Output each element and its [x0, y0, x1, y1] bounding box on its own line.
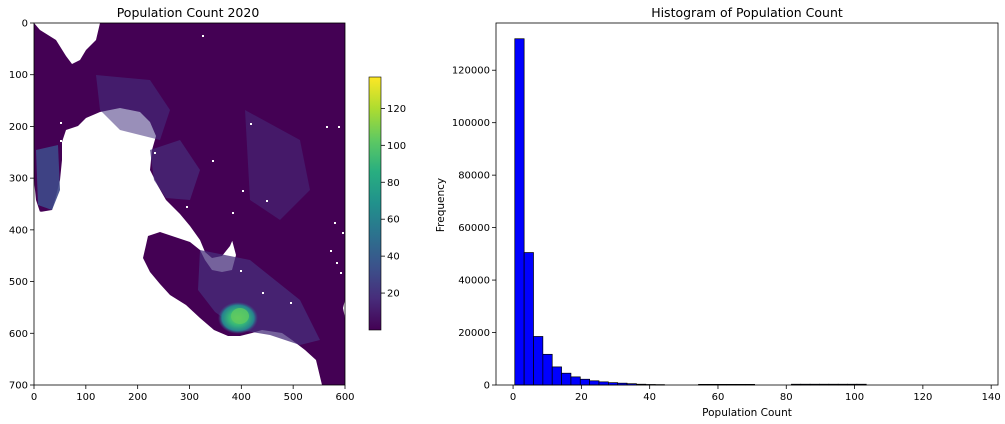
map-y-tick-label: 300 [9, 174, 28, 185]
histogram-y-tick-label: 20000 [458, 328, 490, 339]
region-tint [150, 140, 200, 200]
histogram-bar [561, 372, 572, 386]
map-x-tick-label: 500 [284, 392, 303, 403]
map-y-tick-label: 600 [9, 329, 28, 340]
population-hotspot-core [231, 308, 249, 324]
histogram-y-tick-label: 100000 [452, 118, 490, 129]
histogram-y-tick-label: 120000 [452, 66, 490, 77]
histogram-x-tick-label: 80 [780, 392, 793, 403]
histogram-x-tick-label: 140 [982, 392, 1001, 403]
histogram-bar [514, 38, 525, 386]
map-x-tick-label: 100 [76, 392, 95, 403]
map-y-tick-label: 100 [9, 70, 28, 81]
histogram-panel: Histogram of Population Count 0 20 40 60 80 1… [435, 5, 1001, 419]
histogram-bars [514, 38, 867, 386]
region-tint [36, 145, 60, 210]
colorbar-tick-label: 40 [387, 252, 400, 263]
no-data-area [34, 210, 300, 385]
colorbar-tick-label: 60 [387, 215, 400, 226]
colorbar-tick-label: 120 [387, 104, 406, 115]
colorbar-ticks: 20 40 60 80 100 120 [381, 104, 406, 300]
histogram-x-tick-label: 60 [712, 392, 725, 403]
histogram-x-tick-label: 20 [575, 392, 588, 403]
histogram-title: Histogram of Population Count [651, 5, 843, 20]
histogram-bar [542, 353, 553, 386]
map-y-tick-label: 500 [9, 277, 28, 288]
colorbar-tick-label: 100 [387, 141, 406, 152]
no-data-area [34, 23, 100, 64]
colorbar [368, 76, 382, 331]
colorbar-tick-label: 80 [387, 178, 400, 189]
map-x-tick-label: 300 [180, 392, 199, 403]
map-y-tick-label: 400 [9, 225, 28, 236]
histogram-xlabel: Population Count [702, 407, 792, 419]
histogram-y-tick-label: 0 [484, 381, 490, 392]
histogram-y-tick-label: 80000 [458, 171, 490, 182]
histogram-y-tick-label: 60000 [458, 223, 490, 234]
region-tint [96, 75, 170, 140]
histogram-ylabel: Frequency [435, 178, 447, 232]
histogram-bar [589, 380, 600, 386]
region-tint [245, 110, 310, 220]
map-x-tick-label: 400 [232, 392, 251, 403]
map-y-tick-label: 0 [22, 19, 28, 30]
histogram-x-tick-label: 100 [845, 392, 864, 403]
histogram-bar [551, 366, 562, 386]
colorbar-tick-label: 20 [387, 289, 400, 300]
map-y-tick-label: 700 [9, 381, 28, 392]
map-x-tick-label: 0 [31, 392, 37, 403]
map-x-tick-label: 200 [128, 392, 147, 403]
map-y-tick-label: 200 [9, 122, 28, 133]
histogram-bar [570, 376, 581, 386]
map-ticks: 0 100 200 300 400 500 600 0 100 200 300 400 500 600 70… [9, 19, 355, 404]
histogram-ticks: 0 20 40 60 80 100 120 140 0 20000 40000 60000 80000 1… [452, 66, 1001, 403]
histogram-bar [523, 252, 534, 386]
histogram-bar [598, 381, 609, 386]
histogram-axes-frame [495, 22, 999, 386]
map-x-tick-label: 600 [335, 392, 354, 403]
map-title: Population Count 2020 [117, 5, 260, 20]
histogram-x-tick-label: 120 [913, 392, 932, 403]
histogram-x-tick-label: 40 [643, 392, 656, 403]
histogram-bar [533, 336, 544, 386]
histogram-x-tick-label: 0 [510, 392, 516, 403]
population-map-panel: Population Count 2020 [9, 5, 406, 403]
no-data-pixels [60, 35, 344, 304]
histogram-y-tick-label: 40000 [458, 276, 490, 287]
histogram-bar [579, 378, 590, 386]
population-raster [34, 23, 345, 385]
